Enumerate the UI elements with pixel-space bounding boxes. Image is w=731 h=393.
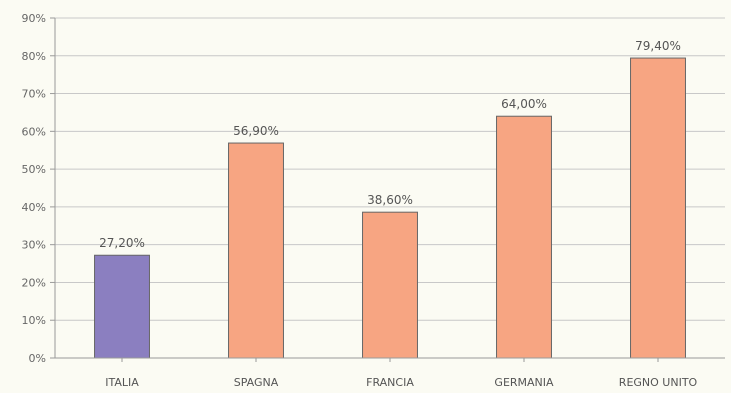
category-label: GERMANIA: [494, 376, 554, 389]
category-label: ITALIA: [105, 376, 139, 389]
y-tick-label: 60%: [22, 125, 46, 138]
y-tick-label: 90%: [22, 12, 46, 25]
gridlines: [55, 17, 725, 321]
category-label: REGNO UNITO: [619, 376, 698, 389]
data-label: 27,20%: [99, 236, 145, 250]
y-tick-label: 40%: [22, 201, 46, 214]
data-labels: 27,20% 56,90% 38,60% 64,00% 79,40%: [99, 39, 681, 250]
y-tick-label: 10%: [22, 314, 46, 327]
bar-spagna: [228, 142, 284, 359]
data-label: 56,90%: [233, 124, 279, 138]
bars: [94, 57, 686, 359]
data-label: 64,00%: [501, 97, 547, 111]
bar-italia: [94, 254, 150, 359]
y-tick-label: 80%: [22, 50, 46, 63]
data-label: 79,40%: [635, 39, 681, 53]
category-label: FRANCIA: [366, 376, 414, 389]
y-axis-tick-labels: 0% 10% 20% 30% 40% 50% 60% 70% 80% 90%: [22, 12, 55, 365]
bar-germania: [496, 115, 552, 359]
y-tick-label: 30%: [22, 239, 46, 252]
category-label: SPAGNA: [234, 376, 279, 389]
y-tick-label: 20%: [22, 276, 46, 289]
bar-regno-unito: [630, 57, 686, 359]
y-tick-label: 70%: [22, 88, 46, 101]
data-label: 38,60%: [367, 193, 413, 207]
y-tick-label: 0%: [29, 352, 46, 365]
bar-francia: [362, 211, 418, 359]
y-tick-label: 50%: [22, 163, 46, 176]
x-axis-category-labels: ITALIA SPAGNA FRANCIA GERMANIA REGNO UNITO: [105, 358, 698, 389]
